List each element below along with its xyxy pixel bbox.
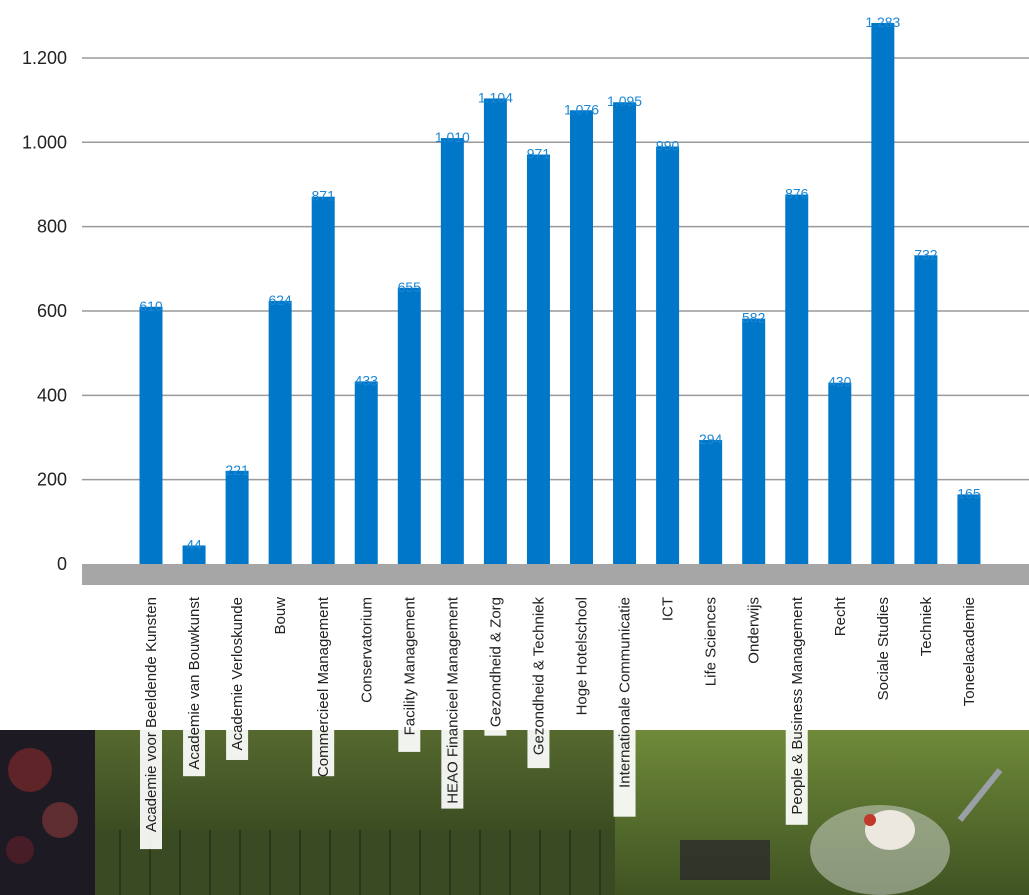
x-tick-label: Gezondheid & Zorg — [487, 597, 504, 727]
x-tick-label: Bouw — [272, 597, 289, 635]
gridlines — [82, 57, 1029, 481]
category-label-background — [570, 592, 593, 728]
category-label-background — [355, 592, 378, 712]
x-tick-label: Techniek — [918, 597, 935, 657]
x-tick-label: Academie van Bouwkunst — [186, 596, 203, 769]
bar — [526, 154, 550, 564]
bar — [613, 102, 637, 565]
x-tick-label: HEAO Financieel Management — [444, 596, 461, 804]
data-label: 732 — [914, 246, 938, 262]
y-tick-label: 200 — [37, 470, 67, 490]
bar — [440, 138, 464, 564]
data-label: 1.010 — [435, 129, 470, 145]
data-label: 990 — [656, 138, 680, 154]
category-label-background — [914, 592, 937, 663]
y-axis-tick-labels: 0 200 400 600 800 1.000 1.200 — [22, 48, 67, 574]
category-label-background — [484, 592, 507, 736]
bar — [182, 545, 206, 564]
x-tick-label: ICT — [660, 597, 677, 621]
category-label-background — [699, 592, 722, 704]
data-label: 876 — [785, 186, 809, 202]
x-tick-label: Commercieel Management — [315, 596, 332, 777]
bar — [785, 194, 809, 564]
x-tick-label: Recht — [832, 596, 849, 636]
x-tick-label: People & Business Management — [789, 596, 806, 814]
category-label-background — [140, 592, 162, 850]
data-label: 871 — [312, 188, 336, 204]
category-label-background — [828, 592, 851, 639]
data-label: 1.076 — [564, 101, 599, 117]
data-label: 655 — [398, 279, 422, 295]
x-tick-label: Conservatorium — [358, 597, 375, 703]
bar — [570, 110, 593, 565]
bar — [828, 382, 852, 564]
category-label-background — [785, 592, 808, 825]
bar — [268, 300, 292, 564]
x-tick-label: Toneelacademie — [961, 597, 978, 706]
category-label-background — [183, 592, 206, 777]
bar — [914, 255, 938, 564]
data-label: 165 — [957, 485, 981, 501]
value-labels: 610 44 221 624 871 433 655 1.010 1.104 971 1.076 1.… — [139, 14, 981, 552]
category-label-background — [527, 592, 550, 769]
x-tick-label: Internationale Communicatie — [617, 597, 634, 788]
x-axis-category-labels: Academie voor Beeldende Kunsten Academie … — [143, 596, 978, 832]
bar — [311, 196, 335, 565]
data-label: 971 — [527, 146, 551, 162]
x-tick-label: Hoge Hotelschool — [574, 597, 591, 715]
x-tick-label: Gezondheid & Techniek — [530, 597, 547, 756]
x-tick-label: Life Sciences — [703, 597, 720, 686]
category-label-background — [957, 592, 980, 712]
bar — [957, 494, 981, 564]
bar — [742, 318, 766, 564]
x-tick-label: Facility Management — [401, 596, 418, 735]
x-tick-label: Academie Verloskunde — [229, 597, 246, 750]
y-tick-label: 1.200 — [22, 48, 67, 68]
bar — [354, 381, 378, 564]
bar — [656, 146, 680, 564]
bar — [397, 287, 421, 564]
category-label-background — [398, 592, 421, 752]
category-label-background — [441, 592, 464, 809]
data-label: 433 — [355, 372, 379, 388]
data-label: 582 — [742, 310, 766, 326]
x-axis-baseline-band — [82, 564, 1029, 585]
y-tick-label: 600 — [37, 301, 67, 321]
data-label: 624 — [268, 292, 292, 308]
category-label-background — [312, 592, 335, 777]
bars — [139, 22, 981, 565]
data-label: 430 — [828, 374, 852, 390]
data-label: 1.283 — [865, 14, 900, 30]
data-label: 44 — [186, 536, 202, 552]
data-label: 1.104 — [478, 89, 513, 105]
bar — [139, 306, 163, 564]
y-tick-label: 1.000 — [22, 132, 67, 152]
category-label-background — [613, 592, 636, 817]
bar — [699, 440, 723, 564]
data-label: 294 — [699, 431, 723, 447]
category-label-background — [742, 592, 765, 671]
data-label: 1.095 — [607, 93, 642, 109]
category-label-backgrounds — [140, 592, 980, 850]
x-tick-label: Academie voor Beeldende Kunsten — [143, 597, 160, 832]
category-label-background — [871, 592, 894, 720]
category-label-background — [226, 592, 249, 760]
y-tick-label: 0 — [57, 554, 67, 574]
y-tick-label: 800 — [37, 217, 67, 237]
x-tick-label: Onderwijs — [746, 597, 763, 664]
category-label-background — [656, 592, 679, 623]
x-tick-label: Sociale Studies — [875, 597, 892, 700]
data-label: 221 — [225, 462, 249, 478]
y-tick-label: 400 — [37, 385, 67, 405]
data-label: 610 — [139, 298, 163, 314]
category-label-background — [269, 592, 292, 631]
bar — [871, 22, 895, 564]
bar — [225, 470, 249, 564]
bar — [483, 98, 507, 564]
